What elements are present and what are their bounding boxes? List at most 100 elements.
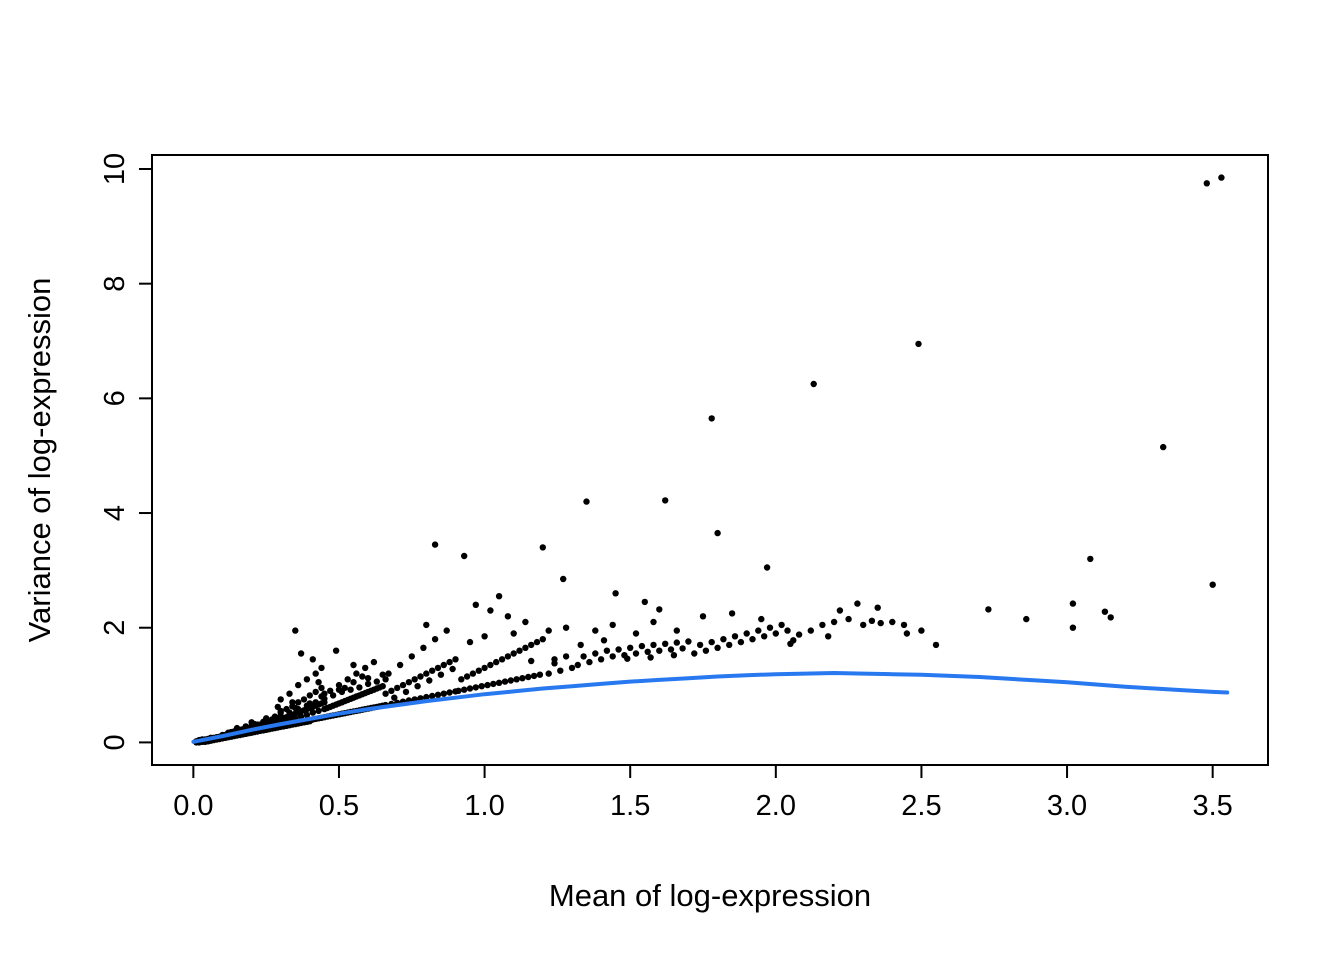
scatter-point (440, 690, 447, 697)
scatter-point (431, 541, 439, 548)
scatter-point (627, 644, 634, 651)
scatter-point (586, 658, 593, 666)
scatter-point (332, 647, 340, 654)
scatter-point (495, 593, 503, 600)
scatter-point (603, 647, 611, 654)
scatter-point (478, 683, 485, 690)
scatter-point (533, 638, 541, 646)
scatter-point (379, 683, 386, 690)
scatter-point (289, 703, 296, 710)
scatter-point (702, 647, 710, 654)
y-tick-label: 10 (99, 153, 131, 185)
scatter-point (778, 621, 785, 629)
scatter-point (539, 544, 546, 551)
plot-box (151, 154, 1269, 766)
scatter-point (728, 610, 736, 617)
scatter-point (696, 641, 704, 649)
scatter-point (699, 613, 707, 620)
scatter-point (522, 618, 529, 626)
scatter-point (1160, 443, 1167, 451)
scatter-point (405, 679, 413, 686)
scatter-point (932, 641, 940, 649)
scatter-point (708, 638, 715, 646)
scatter-point (452, 656, 459, 663)
scatter-point (650, 618, 657, 626)
scatter-point (455, 687, 462, 694)
scatter-point (312, 688, 319, 696)
scatter-point (874, 604, 881, 611)
scatter-point (391, 694, 398, 701)
scatter-point (580, 653, 587, 660)
x-axis-label: Mean of log-expression (548, 878, 872, 913)
scatter-point (335, 681, 343, 689)
y-tick-label: 8 (99, 276, 131, 292)
scatter-point (685, 638, 692, 645)
scatter-point (423, 621, 430, 629)
scatter-point (440, 661, 447, 669)
scatter-point (472, 601, 479, 608)
scatter-point (263, 715, 270, 722)
scatter-point (463, 673, 471, 680)
scatter-point (825, 633, 832, 640)
scatter-point (612, 590, 619, 597)
scatter-point (609, 653, 616, 660)
scatter-point (434, 664, 442, 672)
scatter-point (495, 679, 503, 686)
scatter-point (362, 664, 369, 672)
scatter-point (487, 661, 494, 669)
scatter-point (574, 661, 581, 669)
scatter-point (1203, 180, 1211, 187)
scatter-point (615, 646, 622, 653)
scatter-point (667, 646, 675, 653)
x-tick-label: 2.5 (901, 790, 941, 822)
scatter-point (1209, 581, 1216, 588)
scatter-point (1107, 614, 1114, 621)
scatter-point (437, 671, 445, 678)
x-tick-label: 1.5 (610, 790, 650, 822)
scatter-point (327, 687, 334, 694)
scatter-point (353, 670, 360, 677)
scatter-point (429, 667, 436, 674)
scatter-point (714, 644, 721, 651)
scatter-point (461, 552, 468, 560)
scatter-point (877, 619, 884, 627)
scatter-point (545, 627, 552, 634)
scatter-point (382, 676, 389, 683)
scatter-point (295, 699, 302, 706)
scatter-point (504, 653, 512, 660)
scatter-point (385, 670, 392, 677)
scatter-point (429, 692, 436, 700)
scatter-point (341, 684, 348, 692)
scatter-point (522, 644, 529, 651)
scatter-point (490, 680, 497, 688)
scatter-point (807, 627, 814, 634)
scatter-point (449, 665, 456, 673)
scatter-point (443, 627, 450, 634)
scatter-point (632, 650, 640, 657)
x-tick-label: 2.0 (756, 790, 796, 822)
scatter-point (772, 630, 779, 637)
scatter-point (402, 688, 410, 696)
scatter-point (641, 598, 648, 606)
scatter-point (749, 636, 756, 643)
scatter-point (708, 415, 715, 422)
scatter-point (743, 630, 750, 637)
scatter-point (766, 624, 774, 631)
scatter-point (568, 664, 576, 672)
scatter-point (417, 673, 424, 680)
scatter-point (347, 686, 354, 693)
scatter-point (446, 689, 453, 696)
scatter-point (431, 636, 439, 643)
scatter-point (597, 656, 605, 663)
scatter-point (513, 676, 520, 683)
trend-line (191, 671, 1230, 744)
scatter-point (426, 677, 433, 684)
scatter-point (370, 658, 378, 666)
scatter-point (423, 693, 430, 701)
scatter-point (583, 498, 590, 505)
scatter-point (493, 658, 500, 666)
scatter-point (761, 633, 768, 640)
scatter-point (484, 681, 491, 689)
scatter-point (394, 684, 401, 692)
scatter-point (545, 670, 552, 677)
